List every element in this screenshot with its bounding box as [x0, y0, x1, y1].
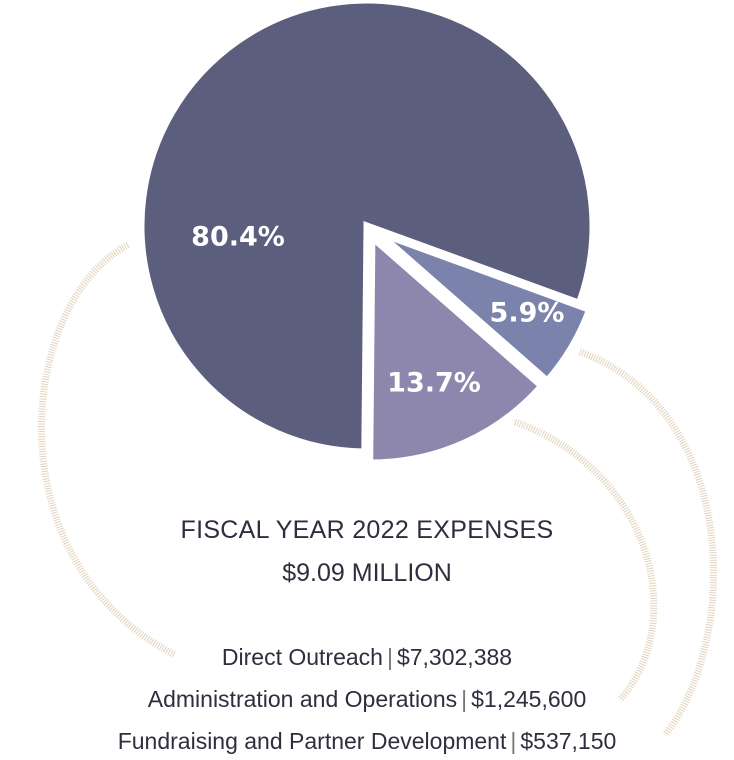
legend-entry: Direct Outreach | $7,302,388 [0, 644, 734, 671]
legend-category: Administration and Operations [147, 686, 458, 712]
slice-label: 13.7% [387, 368, 481, 399]
legend-amount: $7,302,388 [396, 644, 513, 670]
legend-amount: $537,150 [520, 728, 617, 754]
curve [513, 418, 658, 703]
curve [38, 241, 177, 659]
pie-slice [375, 228, 595, 387]
legend-category: Direct Outreach [221, 644, 383, 670]
legend-entry: Administration and Operations | $1,245,600 [0, 686, 734, 713]
slice-label: 80.4% [191, 222, 285, 253]
pie-slice [137, 0, 597, 456]
legend-category: Fundraising and Partner Development [117, 728, 507, 754]
legend-entry: Fundraising and Partner Development | $537… [0, 728, 734, 755]
pie-slice [366, 229, 547, 467]
legend-separator: | [461, 686, 468, 712]
legend-separator: | [510, 728, 517, 754]
chart-title: FISCAL YEAR 2022 EXPENSES [180, 516, 554, 544]
chart-subtitle: $9.09 MILLION [282, 559, 452, 587]
legend-amount: $1,245,600 [471, 686, 587, 712]
decorative-curves [38, 241, 717, 738]
slice-label: 5.9% [490, 298, 565, 329]
pie: 80.4% 13.7% 5.9% [137, 0, 597, 467]
legend-separator: | [386, 644, 393, 670]
